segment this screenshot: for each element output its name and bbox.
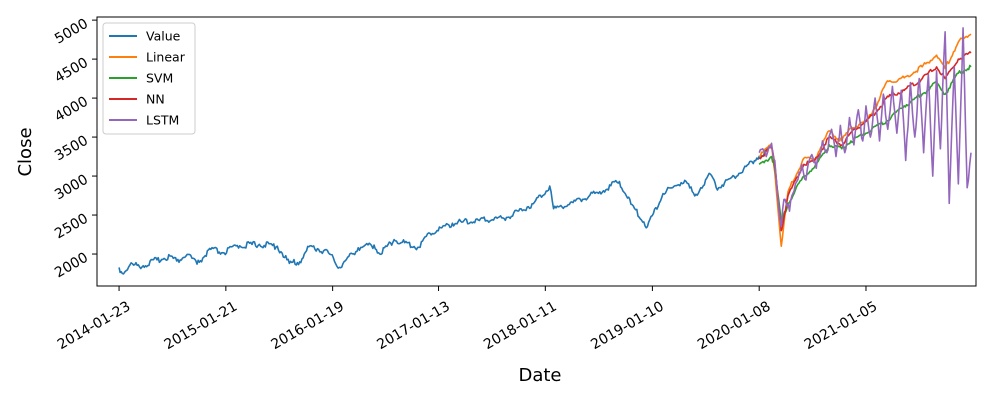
legend-label-linear: Linear [146, 50, 186, 65]
legend: Value Linear SVM NN LSTM [102, 22, 196, 135]
legend-label-value: Value [146, 29, 181, 44]
plot-frame [96, 16, 977, 287]
series-line-lstm [758, 27, 972, 228]
legend-box [102, 22, 196, 135]
legend-label-nn: NN [146, 92, 165, 107]
legend-label-svm: SVM [146, 71, 173, 86]
series-line-value [118, 144, 772, 275]
series-layer [118, 27, 972, 275]
y-axis-label: Close [15, 127, 36, 176]
legend-label-lstm: LSTM [146, 113, 179, 128]
x-axis-label: Date [518, 365, 561, 386]
